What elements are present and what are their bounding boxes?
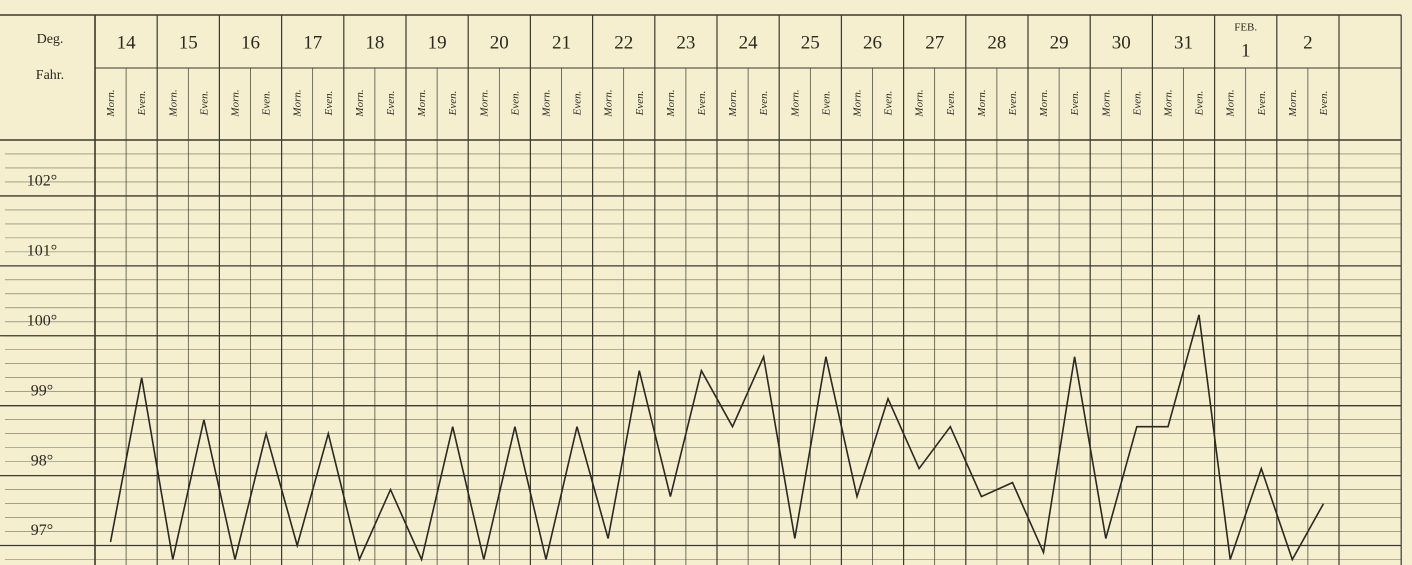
sub-label: Morn. (292, 89, 304, 117)
sub-label: Morn. (416, 89, 428, 117)
sub-label: Even. (758, 91, 770, 117)
day-label: 26 (863, 32, 882, 53)
sub-label: Even. (509, 91, 521, 117)
sub-label: Morn. (1100, 89, 1112, 117)
y-tick-label: 100° (27, 312, 57, 329)
sub-label: Morn. (1287, 89, 1299, 117)
day-label: 23 (676, 32, 695, 53)
sub-label: Morn. (727, 89, 739, 117)
sub-label: Even. (696, 91, 708, 117)
day-label: 16 (241, 32, 260, 53)
sub-label: Even. (1131, 91, 1143, 117)
sub-label: Morn. (478, 89, 490, 117)
y-tick-label: 99° (31, 382, 53, 399)
day-label: 25 (801, 32, 820, 53)
sub-label: Even. (261, 91, 273, 117)
sub-label: Morn. (1162, 89, 1174, 117)
sub-label: Even. (945, 91, 957, 117)
sub-label: Morn. (167, 89, 179, 117)
sub-label: Even. (1256, 91, 1268, 117)
day-label: 18 (365, 32, 384, 53)
sub-label: Even. (883, 91, 895, 117)
sub-label: Even. (198, 91, 210, 117)
header-label: Deg. (37, 32, 64, 47)
sub-label: Even. (136, 91, 148, 117)
day-label: 17 (303, 32, 322, 53)
day-label: 30 (1112, 32, 1131, 53)
y-tick-label: 98° (31, 452, 53, 469)
sub-label: Morn. (105, 89, 117, 117)
day-label: 14 (117, 32, 137, 53)
sub-label: Even. (385, 91, 397, 117)
sub-label: Even. (634, 91, 646, 117)
sub-label: Even. (447, 91, 459, 117)
sub-label: Morn. (665, 89, 677, 117)
y-tick-label: 101° (27, 243, 57, 260)
temperature-line (109, 314, 1325, 562)
day-label: 24 (739, 32, 759, 53)
header-label: Fahr. (36, 68, 64, 83)
sub-label: Morn. (229, 89, 241, 117)
sub-label: Even. (820, 91, 832, 117)
day-label: 2 (1303, 32, 1313, 53)
sub-label: Even. (1318, 91, 1330, 117)
y-tick-label: 102° (27, 173, 57, 190)
day-label: 19 (428, 32, 447, 53)
sub-label: Morn. (851, 89, 863, 117)
sub-label: Even. (1194, 91, 1206, 117)
sub-label: Even. (572, 91, 584, 117)
sub-label: Morn. (1225, 89, 1237, 117)
y-tick-label: 97° (31, 522, 53, 539)
day-label: 29 (1050, 32, 1069, 53)
sub-label: Even. (1007, 91, 1019, 117)
sub-label: Morn. (540, 89, 552, 117)
day-label: 15 (179, 32, 198, 53)
month-label: FEB. (1234, 22, 1257, 34)
day-label: 1 (1241, 40, 1251, 61)
day-label: 20 (490, 32, 509, 53)
sub-label: Morn. (976, 89, 988, 117)
day-label: 28 (987, 32, 1006, 53)
sub-label: Morn. (914, 89, 926, 117)
sub-label: Even. (1069, 91, 1081, 117)
sub-label: Morn. (789, 89, 801, 117)
sub-label: Morn. (1038, 89, 1050, 117)
sub-label: Morn. (354, 89, 366, 117)
sub-label: Morn. (603, 89, 615, 117)
day-label: 21 (552, 32, 571, 53)
day-label: 27 (925, 32, 944, 53)
sub-label: Even. (323, 91, 335, 117)
day-label: 22 (614, 32, 633, 53)
day-label: 31 (1174, 32, 1193, 53)
